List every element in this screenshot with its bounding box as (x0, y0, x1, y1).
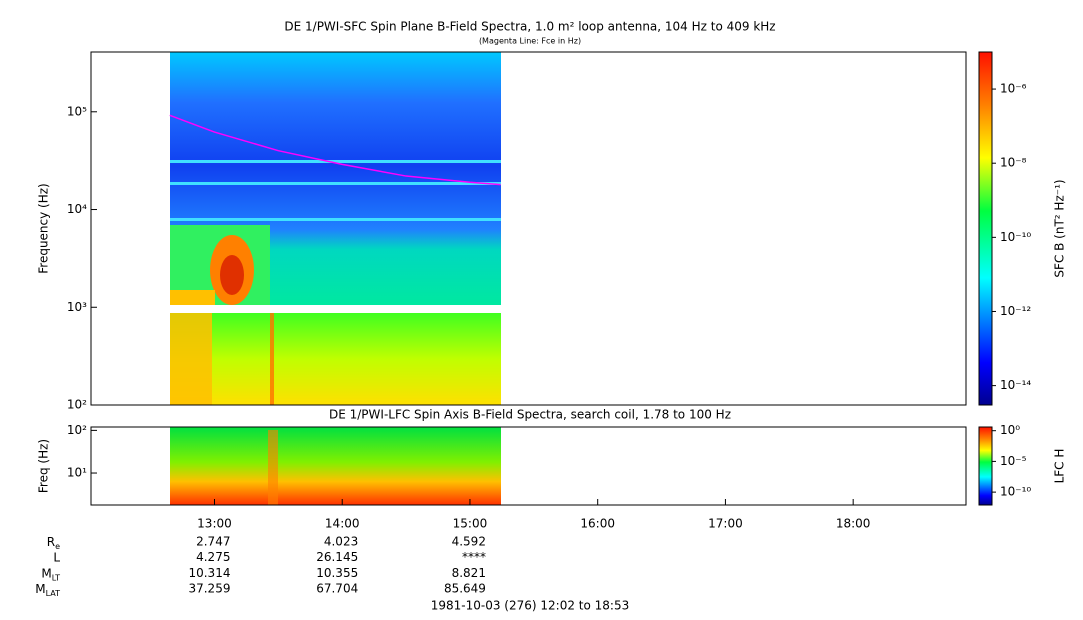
colorbar-tick-label: 10⁻⁵ (1000, 454, 1027, 468)
colorbar-tick-label: 10⁻¹² (1000, 304, 1031, 318)
colorbar-tick-label: 10⁻¹⁰ (1000, 485, 1031, 499)
x-tick-label: 15:00 (453, 517, 488, 531)
y-tick-label: 10² (67, 423, 87, 437)
ephemeris-value: 4.592 (452, 535, 486, 549)
ephemeris-value: 8.821 (452, 566, 486, 580)
x-tick-label: 18:00 (836, 517, 871, 531)
row-label-text: M (41, 566, 51, 580)
chart-subtitle: (Magenta Line: Fce in Hz) (479, 37, 581, 46)
ephemeris-value: 2.747 (196, 535, 230, 549)
ephemeris-value: 10.355 (316, 566, 358, 580)
ephemeris-value: 4.023 (324, 535, 358, 549)
panel-frame (90, 51, 967, 406)
colorbar (978, 51, 993, 406)
y-tick-label: 10¹ (67, 466, 87, 480)
row-label-sub: LT (52, 573, 60, 582)
row-label-text: M (35, 582, 45, 596)
colorbar-tick-label: 10⁻¹⁰ (1000, 230, 1031, 244)
time-range: 1981-10-03 (276) 12:02 to 18:53 (431, 599, 629, 613)
x-tick-label: 16:00 (580, 517, 615, 531)
panel-title: DE 1/PWI-LFC Spin Axis B-Field Spectra, … (329, 408, 731, 422)
row-label-sub: e (55, 542, 60, 551)
ephemeris-value: 85.649 (444, 582, 486, 596)
colorbar-tick-label: 10⁻⁶ (1000, 82, 1027, 96)
x-tick-label: 13:00 (197, 517, 232, 531)
chart-title: DE 1/PWI-SFC Spin Plane B-Field Spectra,… (284, 20, 775, 34)
colorbar-tick-label: 10⁰ (1000, 423, 1020, 437)
row-label: L (53, 550, 60, 564)
row-label-text: L (53, 550, 60, 564)
ephemeris-value: 4.275 (196, 550, 230, 564)
colorbar-tick-label: 10⁻¹⁴ (1000, 378, 1031, 392)
colorbar-tick-label: 10⁻⁸ (1000, 156, 1027, 170)
row-label: Re (47, 535, 60, 551)
row-label: MLAT (35, 582, 60, 598)
y-tick-label: 10² (67, 398, 87, 412)
row-label-sub: LAT (46, 589, 60, 598)
colorbar-label: SFC B (nT² Hz⁻¹) (1053, 179, 1067, 277)
colorbar-label: LFC H (1053, 449, 1067, 484)
ephemeris-value: 10.314 (188, 566, 230, 580)
ephemeris-value: 67.704 (316, 582, 358, 596)
ephemeris-value: 26.145 (316, 550, 358, 564)
y-tick-label: 10⁵ (67, 104, 87, 118)
y-tick-label: 10³ (67, 300, 87, 314)
y-axis-label: Frequency (Hz) (37, 183, 51, 274)
row-label: MLT (41, 566, 60, 582)
spectrogram-image (170, 52, 501, 505)
x-tick-label: 14:00 (325, 517, 360, 531)
panel-frame (90, 426, 967, 506)
row-label-text: R (47, 535, 55, 549)
colorbar (978, 426, 993, 506)
ephemeris-value: **** (462, 550, 486, 564)
ephemeris-value: 37.259 (188, 582, 230, 596)
y-tick-label: 10⁴ (67, 202, 87, 216)
y-axis-label: Freq (Hz) (37, 439, 51, 493)
fce-line (169, 114, 501, 186)
x-tick-label: 17:00 (708, 517, 743, 531)
